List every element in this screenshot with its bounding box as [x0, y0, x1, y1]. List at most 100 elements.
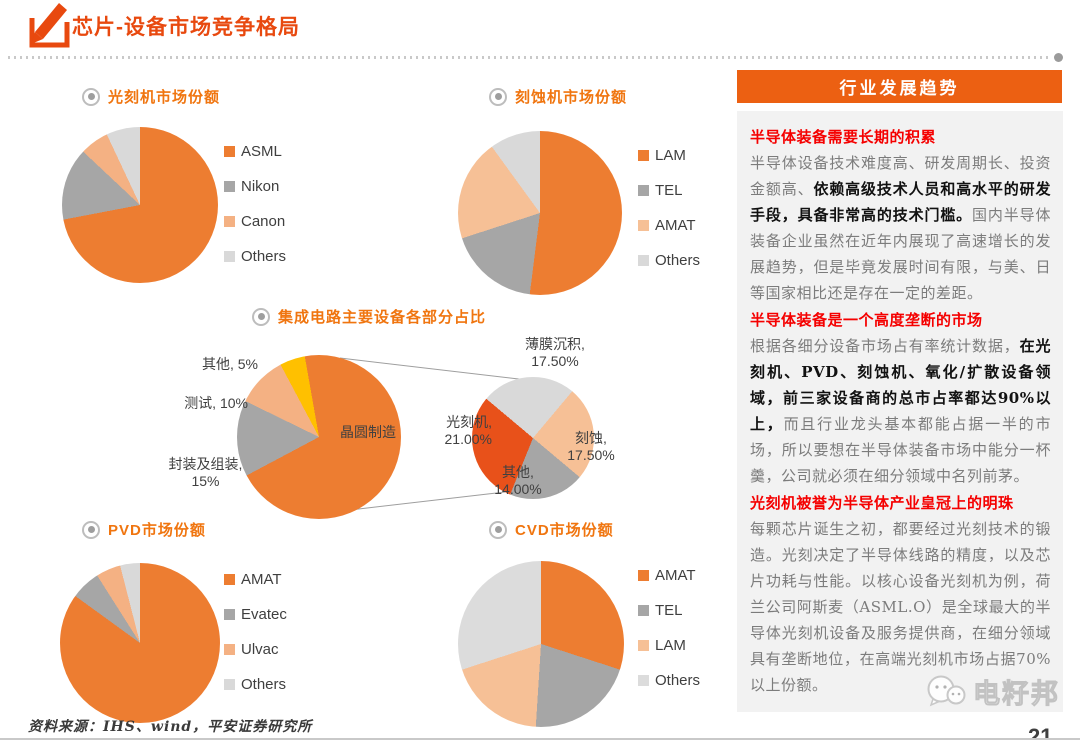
text-span: 根据各细分设备市场占有率统计数据， — [750, 337, 1020, 355]
legend-swatch — [638, 255, 649, 266]
legend-label: AMAT — [655, 217, 696, 234]
pie-connector-lines — [339, 357, 528, 511]
legend-item: Others — [638, 672, 701, 689]
legend-item: Others — [638, 252, 701, 269]
section-heading: 半导体装备是一个高度垄断的市场 — [750, 311, 983, 329]
legend-item: AMAT — [638, 217, 700, 234]
legend-label: LAM — [655, 637, 686, 654]
legend-item: TEL — [638, 602, 700, 619]
legend-item: Nikon — [224, 178, 286, 195]
chart-title-text: 光刻机市场份额 — [108, 89, 221, 106]
legend-swatch — [638, 185, 649, 196]
data-label-etch-17: 刻蚀, 17.50% — [567, 430, 615, 463]
text-span-bold: 依赖高级技术人员和高水平的研发手段，具备非常高的技术门槛。 — [750, 180, 1051, 224]
text-span: 而且行业龙头基本都能占据一半的市场，所以要想在半导体装备市场中能分一杯羹，公司就… — [750, 415, 1051, 485]
bullseye-icon — [489, 87, 507, 106]
legend-swatch — [638, 570, 649, 581]
legend-lithography: ASML Nikon Canon Others — [224, 143, 287, 265]
text-span-bold: 在光刻机、PVD、刻蚀机、氧化/扩散设备领域，前三家设备商的总市占率都达90%以… — [750, 337, 1051, 433]
section-paragraph: 根据各细分设备市场占有率统计数据，在光刻机、PVD、刻蚀机、氧化/扩散设备领域，… — [750, 333, 1051, 489]
panel-header: 行业发展趋势 — [737, 70, 1062, 103]
separator-end-dot-icon — [1054, 53, 1063, 62]
legend-swatch — [224, 251, 235, 262]
legend-item: Others — [224, 248, 287, 265]
legend-item: AMAT — [638, 567, 700, 584]
data-label-thin-film: 薄膜沉积, 17.50% — [525, 336, 585, 369]
legend-label: Others — [655, 252, 701, 269]
pie-ic-equipment-detail — [472, 377, 594, 499]
panel-header-text: 行业发展趋势 — [839, 79, 960, 98]
data-label-package-15: 封装及组装, 15% — [168, 456, 243, 489]
data-label-other-5: 其他, 5% — [201, 356, 258, 372]
chart-title-text: CVD市场份额 — [515, 522, 614, 539]
bottom-border — [0, 738, 1080, 740]
panel-body: 半导体装备需要长期的积累 半导体设备技术难度高、研发周期长、投资金额高、依赖高级… — [737, 111, 1063, 712]
data-label-lithography-21: 光刻机, 21.00% — [444, 414, 492, 447]
legend-pvd: AMAT Evatec Ulvac Others — [224, 571, 287, 693]
legend-label: AMAT — [241, 571, 282, 588]
section-heading: 半导体装备需要长期的积累 — [750, 128, 937, 146]
bullseye-icon — [252, 307, 270, 326]
legend-item: LAM — [638, 637, 700, 654]
watermark-text: 电籽邦 — [973, 679, 1060, 710]
chart-title-cvd: CVD市场份额 — [489, 519, 614, 540]
legend-label: AMAT — [655, 567, 696, 584]
legend-swatch — [224, 679, 235, 690]
legend-item: LAM — [638, 147, 700, 164]
text-span: 半导体设备技术难度高、研发周期长、投资金额高、 — [750, 154, 1051, 198]
pie-etching-market-share — [458, 131, 622, 295]
legend-item: Evatec — [224, 606, 287, 623]
chart-title-ic-equipment: 集成电路主要设备各部分占比 — [252, 306, 486, 327]
legend-label: Nikon — [241, 178, 280, 195]
source-note: 资料来源：IHS、wind，平安证券研究所 — [28, 719, 313, 735]
legend-label: Others — [241, 248, 287, 265]
chart-title-text: PVD市场份额 — [108, 522, 206, 539]
chart-title-text: 集成电路主要设备各部分占比 — [278, 309, 487, 326]
legend-label: Others — [655, 672, 701, 689]
text-span: 国内半导体装备企业虽然在近年内展现了高速增长的发展趋势，但是毕竟发展时间有限，与… — [750, 206, 1051, 302]
legend-item: Canon — [224, 213, 286, 230]
data-label-other-14: 其他, 14.00% — [494, 464, 542, 497]
legend-swatch — [638, 675, 649, 686]
legend-etching: LAM TEL AMAT Others — [638, 147, 701, 269]
edit-pencil-icon — [26, 2, 70, 50]
bullseye-icon — [82, 87, 100, 106]
text-span: 每颗芯片诞生之初，都要经过光刻技术的锻造。光刻决定了半导体线路的精度，以及芯片功… — [750, 520, 1051, 694]
data-label-test-10: 测试, 10% — [184, 395, 248, 411]
section-paragraph: 半导体设备技术难度高、研发周期长、投资金额高、依赖高级技术人员和高水平的研发手段… — [750, 150, 1051, 306]
legend-item: ASML — [224, 143, 286, 160]
legend-swatch — [224, 609, 235, 620]
section-heading: 光刻机被誉为半导体产业皇冠上的明珠 — [750, 494, 1014, 512]
legend-label: TEL — [655, 602, 683, 619]
pie-lithography-market-share — [62, 127, 218, 283]
legend-cvd: AMAT TEL LAM Others — [638, 567, 701, 689]
legend-label: TEL — [655, 182, 683, 199]
chart-title-etching: 刻蚀机市场份额 — [489, 86, 627, 107]
bullseye-icon — [82, 520, 100, 539]
legend-item: AMAT — [224, 571, 287, 588]
chart-title-text: 刻蚀机市场份额 — [515, 89, 628, 106]
legend-swatch — [224, 644, 235, 655]
section-paragraph: 每颗芯片诞生之初，都要经过光刻技术的锻造。光刻决定了半导体线路的精度，以及芯片功… — [750, 516, 1051, 698]
page-number: 21 — [1028, 724, 1053, 740]
chat-bubble-logo-icon — [927, 675, 966, 706]
legend-swatch — [638, 605, 649, 616]
legend-label: Evatec — [241, 606, 287, 623]
legend-swatch — [224, 216, 235, 227]
chart-title-pvd: PVD市场份额 — [82, 519, 206, 540]
pie-cvd-market-share — [458, 561, 624, 727]
dotted-separator — [8, 56, 1050, 59]
legend-item: Others — [224, 676, 287, 693]
legend-label: Others — [241, 676, 287, 693]
legend-item: Ulvac — [224, 641, 287, 658]
legend-label: LAM — [655, 147, 686, 164]
watermark: 电籽邦 — [925, 672, 1060, 711]
legend-item: TEL — [638, 182, 700, 199]
page-title: 芯片-设备市场竞争格局 — [72, 16, 300, 39]
legend-swatch — [638, 640, 649, 651]
pie-pvd-market-share — [60, 563, 220, 723]
legend-swatch — [224, 146, 235, 157]
legend-swatch — [224, 181, 235, 192]
legend-swatch — [638, 150, 649, 161]
